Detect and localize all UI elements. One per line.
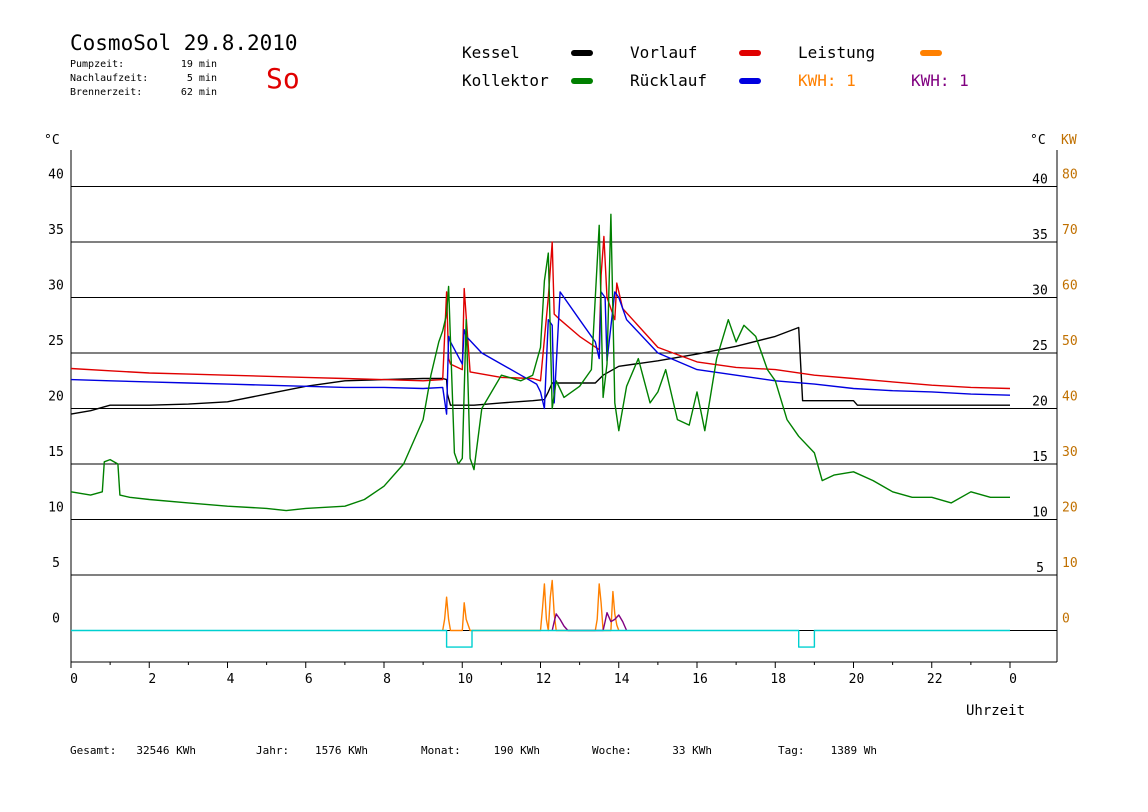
x-tick-label: 12 [536,672,552,687]
x-tick-label: 14 [614,672,630,687]
y-tick-label-left: 20 [48,390,64,405]
legend-label-vorlauf: Vorlauf [630,43,697,62]
x-tick-label: 2 [148,672,156,687]
y2-tick-label-right: 10 [1062,556,1078,571]
grid-lines [71,186,1057,631]
day-label: So [266,62,300,95]
y-tick-label-left: 0 [52,612,60,627]
y-tick-label-left: 25 [48,334,64,349]
y-tick-label-right: 40 [1032,173,1048,188]
y-tick-label-left: 5 [52,556,60,571]
y-tick-label-right: 5 [1036,561,1044,576]
footer-label: Woche: [592,744,632,757]
y2-tick-label-right: 40 [1062,390,1078,405]
legend-label-kollektor: Kollektor [462,71,549,90]
y2-tick-label-right: 20 [1062,501,1078,516]
stat-value: 5 min [187,73,217,84]
x-tick-label: 0 [70,672,78,687]
y-tick-label-right: 35 [1032,228,1048,243]
tick-labels: 0 2 4 6 8 10 12 14 16 18 20 22 0 0 5 10 15 20 25 30 35 40 5 10 1… [44,133,1078,719]
y2-axis-unit-right: KW [1061,133,1077,148]
y-tick-label-left: 40 [48,168,64,183]
series-line-leistung [442,579,620,632]
header-group: CosmoSol 29.8.2010 So Pumpzeit: 19 min Nachl… [70,31,969,757]
series-line-kwh [551,612,628,632]
y-tick-label-left: 15 [48,445,64,460]
series-line-vorlauf [70,235,1011,390]
x-tick-label: 22 [927,672,943,687]
axes [70,150,1058,668]
page-title: CosmoSol 29.8.2010 [70,31,298,55]
y-tick-label-right: 25 [1032,339,1048,354]
series-group [70,213,1011,648]
y-tick-label-right: 30 [1032,284,1048,299]
x-axis-label: Uhrzeit [966,703,1025,719]
legend-label-kessel: Kessel [462,43,520,62]
y-axis-unit-left: °C [44,133,60,148]
y-tick-label-right: 15 [1032,450,1048,465]
footer-label: Gesamt: [70,744,116,757]
y2-tick-label-right: 70 [1062,223,1078,238]
series-line-kollektor [70,213,1010,512]
footer-label: Jahr: [256,744,289,757]
footer-value: 1389 Wh [831,744,877,757]
y-tick-label-right: 20 [1032,395,1048,410]
series-line-rücklauf [70,291,1011,415]
stat-label: Brennerzeit: [70,87,142,98]
kwh-label: KWH: 1 [911,71,969,90]
stat-value: 19 min [181,59,217,70]
x-tick-label: 4 [227,672,235,687]
legend-label-rücklauf: Rücklauf [630,71,707,90]
y2-tick-label-right: 50 [1062,334,1078,349]
y-tick-label-left: 35 [48,223,64,238]
stat-label: Nachlaufzeit: [70,73,148,84]
stat-label: Pumpzeit: [70,59,124,70]
footer-value: 190 KWh [494,744,540,757]
footer-value: 32546 KWh [136,744,196,757]
footer-value: 33 KWh [672,744,712,757]
kwh-label: KWH: 1 [798,71,856,90]
legend-label-leistung: Leistung [798,43,875,62]
y2-tick-label-right: 60 [1062,279,1078,294]
y-tick-label-left: 10 [48,501,64,516]
footer-value: 1576 KWh [315,744,368,757]
series-line-pumpe [71,629,1010,648]
x-tick-label: 8 [383,672,391,687]
x-tick-label: 0 [1009,672,1017,687]
x-tick-label: 20 [849,672,865,687]
y2-tick-label-right: 80 [1062,168,1078,183]
footer-label: Monat: [421,744,461,757]
y-axis-unit-right: °C [1030,133,1046,148]
x-tick-label: 16 [692,672,708,687]
y2-tick-label-right: 0 [1062,612,1070,627]
footer-label: Tag: [778,744,805,757]
y-tick-label-right: 10 [1032,506,1048,521]
x-tick-label: 6 [305,672,313,687]
stat-value: 62 min [181,87,217,98]
y2-tick-label-right: 30 [1062,445,1078,460]
x-tick-label: 10 [457,672,473,687]
x-tick-label: 18 [770,672,786,687]
y-tick-label-left: 30 [48,279,64,294]
